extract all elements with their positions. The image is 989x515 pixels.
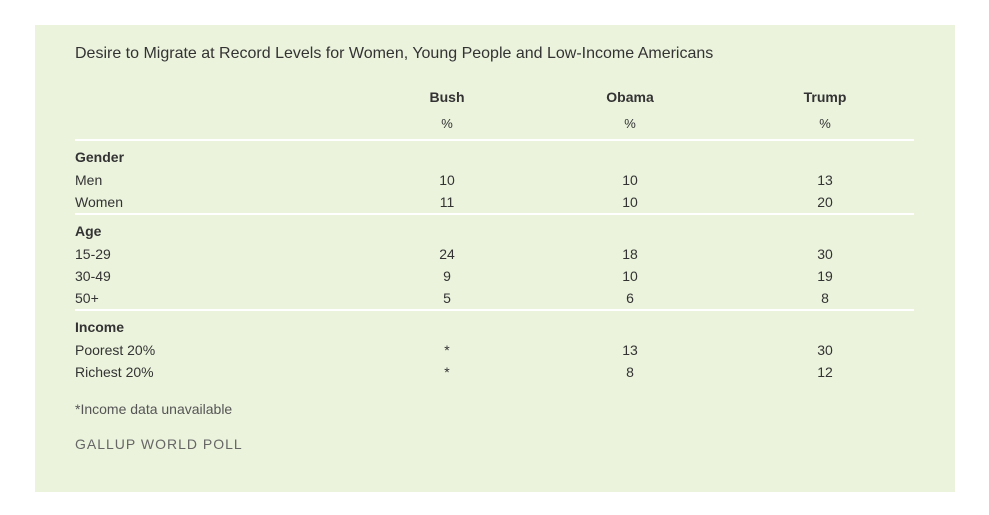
unit-label: % bbox=[819, 116, 831, 131]
column-header-obama: Obama bbox=[606, 89, 654, 105]
table-cell: 10 bbox=[622, 194, 638, 210]
table-cell: 20 bbox=[817, 194, 833, 210]
row-label: 30-49 bbox=[75, 268, 111, 284]
table-row: Poorest 20% * 13 30 bbox=[75, 339, 914, 361]
column-header-bush: Bush bbox=[429, 89, 465, 105]
divider bbox=[75, 213, 914, 215]
table-cell: * bbox=[444, 364, 450, 380]
divider bbox=[75, 139, 914, 141]
table-cell: 5 bbox=[443, 290, 451, 306]
table-cell: 8 bbox=[821, 290, 829, 306]
group-label: Gender bbox=[75, 149, 125, 165]
table-cell: 9 bbox=[443, 268, 451, 284]
table-cell: 13 bbox=[817, 172, 833, 188]
table-row: Men 10 10 13 bbox=[75, 169, 914, 191]
table-row: 30-49 9 10 19 bbox=[75, 265, 914, 287]
group-header-row: Age bbox=[75, 219, 914, 243]
group-label: Income bbox=[75, 319, 125, 335]
table-cell: 24 bbox=[439, 246, 455, 262]
table-body: Gender Men 10 10 13 Women 11 10 20 Age 15-29 24 18 30… bbox=[75, 141, 914, 383]
table-row: Women 11 10 20 bbox=[75, 191, 914, 213]
footnote: *Income data unavailable bbox=[75, 401, 233, 417]
group-header-row: Income bbox=[75, 315, 914, 339]
row-label: 50+ bbox=[75, 290, 99, 306]
table-row: Richest 20% * 8 12 bbox=[75, 361, 914, 383]
table-cell: 10 bbox=[622, 268, 638, 284]
group-label: Age bbox=[75, 223, 102, 239]
divider bbox=[75, 309, 914, 311]
row-label: Richest 20% bbox=[75, 364, 154, 380]
table-cell: 8 bbox=[626, 364, 634, 380]
table-cell: 30 bbox=[817, 246, 833, 262]
group-header-row: Gender bbox=[75, 145, 914, 169]
table-cell: 18 bbox=[622, 246, 638, 262]
unit-row: % % % bbox=[75, 111, 914, 139]
source-label: GALLUP WORLD POLL bbox=[75, 436, 243, 452]
row-label: 15-29 bbox=[75, 246, 111, 262]
table-cell: 13 bbox=[622, 342, 638, 358]
table-cell: 19 bbox=[817, 268, 833, 284]
row-label: Women bbox=[75, 194, 123, 210]
data-table: Bush Obama Trump % % % Gender Men 10 10 13 Wo… bbox=[75, 83, 914, 383]
table-row: 15-29 24 18 30 bbox=[75, 243, 914, 265]
table-cell: 30 bbox=[817, 342, 833, 358]
table-cell: 6 bbox=[626, 290, 634, 306]
table-row: 50+ 5 6 8 bbox=[75, 287, 914, 309]
unit-label: % bbox=[441, 116, 453, 131]
chart-panel: Desire to Migrate at Record Levels for W… bbox=[35, 25, 955, 492]
column-header-row: Bush Obama Trump bbox=[75, 83, 914, 111]
table-cell: 12 bbox=[817, 364, 833, 380]
table-cell: 10 bbox=[439, 172, 455, 188]
table-cell: * bbox=[444, 342, 450, 358]
table-cell: 11 bbox=[439, 194, 455, 210]
chart-title: Desire to Migrate at Record Levels for W… bbox=[75, 45, 714, 62]
column-header-trump: Trump bbox=[803, 89, 847, 105]
row-label: Men bbox=[75, 172, 103, 188]
table-cell: 10 bbox=[622, 172, 638, 188]
unit-label: % bbox=[624, 116, 636, 131]
row-label: Poorest 20% bbox=[75, 342, 156, 358]
